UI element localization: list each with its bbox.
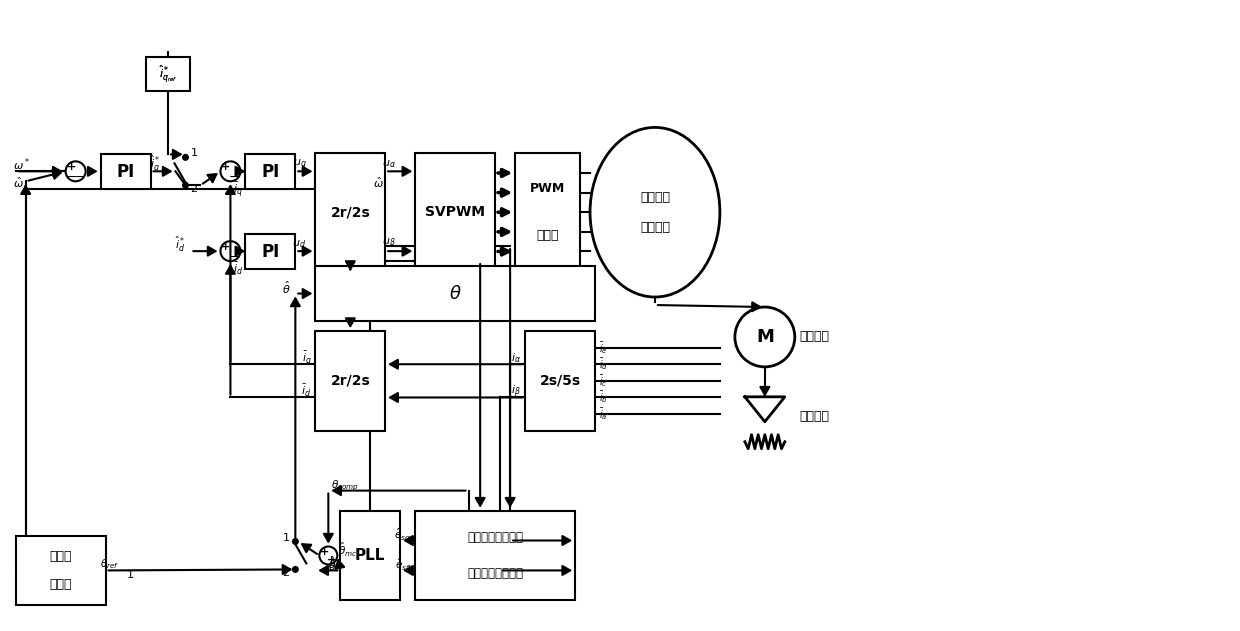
Text: 2r/2s: 2r/2s bbox=[330, 205, 371, 219]
Text: 永磁电机: 永磁电机 bbox=[640, 221, 670, 233]
Text: 基于扩张状态观测: 基于扩张状态观测 bbox=[467, 531, 523, 544]
Circle shape bbox=[182, 182, 188, 188]
Text: $-$: $-$ bbox=[66, 170, 77, 183]
Text: $\theta_{ref}$: $\theta_{ref}$ bbox=[100, 558, 119, 571]
Text: $i_\beta$: $i_\beta$ bbox=[511, 383, 521, 399]
Circle shape bbox=[221, 162, 241, 181]
FancyBboxPatch shape bbox=[515, 153, 580, 271]
FancyBboxPatch shape bbox=[100, 155, 150, 189]
Text: $\hat{e}_{s\beta}$: $\hat{e}_{s\beta}$ bbox=[394, 556, 412, 573]
FancyBboxPatch shape bbox=[246, 234, 295, 269]
Circle shape bbox=[293, 567, 298, 572]
Circle shape bbox=[66, 162, 86, 181]
FancyBboxPatch shape bbox=[340, 510, 401, 600]
Text: 五相容错: 五相容错 bbox=[640, 191, 670, 204]
FancyBboxPatch shape bbox=[315, 153, 386, 271]
Text: $\hat{\omega}$: $\hat{\omega}$ bbox=[12, 176, 24, 191]
Text: $\hat{\theta}_{mc}$: $\hat{\theta}_{mc}$ bbox=[339, 540, 357, 558]
Text: $\hat{i}^*_d$: $\hat{i}^*_d$ bbox=[175, 235, 186, 254]
Text: PLL: PLL bbox=[355, 548, 386, 563]
Circle shape bbox=[735, 307, 795, 367]
Text: $\hat{i}^*_{q_{ref}}$: $\hat{i}^*_{q_{ref}}$ bbox=[159, 63, 177, 85]
Text: $\theta_{comp}$: $\theta_{comp}$ bbox=[331, 478, 360, 493]
Text: 1: 1 bbox=[126, 570, 134, 581]
Text: $u_\alpha$: $u_\alpha$ bbox=[382, 158, 397, 170]
Text: $-$: $-$ bbox=[228, 250, 239, 262]
FancyBboxPatch shape bbox=[415, 153, 495, 271]
Text: $\bar{i}_d$: $\bar{i}_d$ bbox=[301, 384, 311, 399]
Text: +: + bbox=[221, 162, 231, 172]
Text: $\hat{\theta}$: $\hat{\theta}$ bbox=[281, 280, 290, 296]
FancyBboxPatch shape bbox=[246, 155, 295, 189]
FancyBboxPatch shape bbox=[145, 57, 191, 91]
Circle shape bbox=[320, 546, 337, 565]
Text: 1: 1 bbox=[283, 533, 289, 543]
Text: $\bar{i}_d$: $\bar{i}_d$ bbox=[233, 261, 243, 277]
Text: $-$: $-$ bbox=[228, 170, 239, 183]
Text: 2: 2 bbox=[191, 184, 197, 194]
Circle shape bbox=[182, 155, 188, 160]
Text: $i_\alpha$: $i_\alpha$ bbox=[511, 351, 521, 365]
Text: 位置角: 位置角 bbox=[50, 550, 72, 563]
FancyBboxPatch shape bbox=[315, 331, 386, 431]
Text: +: + bbox=[67, 162, 76, 172]
Ellipse shape bbox=[590, 127, 720, 297]
Text: $\theta$: $\theta$ bbox=[449, 285, 461, 302]
Text: PI: PI bbox=[262, 243, 279, 261]
Text: SVPWM: SVPWM bbox=[425, 205, 485, 219]
Text: $\hat{\theta}$: $\hat{\theta}$ bbox=[329, 554, 336, 570]
FancyBboxPatch shape bbox=[16, 536, 105, 605]
Text: 发生器: 发生器 bbox=[50, 578, 72, 591]
Text: 器的反电势观测器: 器的反电势观测器 bbox=[467, 567, 523, 580]
Text: $\bar{i}_b$: $\bar{i}_b$ bbox=[599, 389, 608, 405]
Text: $\bar{i}_c$: $\bar{i}_c$ bbox=[599, 373, 608, 389]
Text: M: M bbox=[756, 328, 774, 346]
Text: 负载电阻: 负载电阻 bbox=[800, 410, 830, 423]
Text: $\hat{e}_{s\alpha}$: $\hat{e}_{s\alpha}$ bbox=[394, 526, 412, 543]
FancyBboxPatch shape bbox=[315, 266, 595, 321]
Text: PI: PI bbox=[262, 163, 279, 181]
Text: $\bar{i}_e$: $\bar{i}_e$ bbox=[599, 339, 608, 355]
Text: +: + bbox=[221, 242, 231, 252]
Text: 逆变器: 逆变器 bbox=[537, 229, 559, 242]
Circle shape bbox=[221, 241, 241, 261]
Text: $\hat{i}^*_{q_{ref}}$: $\hat{i}^*_{q_{ref}}$ bbox=[159, 63, 177, 85]
Text: PI: PI bbox=[117, 163, 135, 181]
Text: $\bar{i}_d$: $\bar{i}_d$ bbox=[599, 357, 608, 372]
Text: $\hat{i}^*_q$: $\hat{i}^*_q$ bbox=[150, 153, 161, 175]
Text: +: + bbox=[320, 547, 330, 557]
Text: 1: 1 bbox=[191, 148, 197, 158]
Text: 2s/5s: 2s/5s bbox=[539, 374, 580, 388]
Circle shape bbox=[293, 539, 298, 545]
FancyBboxPatch shape bbox=[525, 331, 595, 431]
Text: 2r/2s: 2r/2s bbox=[330, 374, 371, 388]
Text: PWM: PWM bbox=[529, 182, 565, 195]
FancyBboxPatch shape bbox=[415, 510, 575, 600]
Text: $u_d$: $u_d$ bbox=[293, 239, 306, 250]
Text: $\omega^*$: $\omega^*$ bbox=[12, 156, 30, 173]
Text: $\bar{i}_q$: $\bar{i}_q$ bbox=[301, 349, 311, 367]
Text: $u_\beta$: $u_\beta$ bbox=[382, 237, 396, 251]
Text: 2: 2 bbox=[283, 569, 289, 579]
Text: +: + bbox=[327, 555, 336, 565]
Text: $\hat{\omega}$: $\hat{\omega}$ bbox=[373, 176, 384, 191]
Text: $u_q$: $u_q$ bbox=[293, 157, 306, 172]
Text: $-$: $-$ bbox=[73, 170, 84, 183]
Text: $\bar{i}_q$: $\bar{i}_q$ bbox=[233, 180, 243, 199]
Text: $\bar{i}_a$: $\bar{i}_a$ bbox=[599, 406, 608, 422]
Text: 直流电机: 直流电机 bbox=[800, 331, 830, 343]
Text: $\hat{\theta}$: $\hat{\theta}$ bbox=[327, 557, 336, 573]
